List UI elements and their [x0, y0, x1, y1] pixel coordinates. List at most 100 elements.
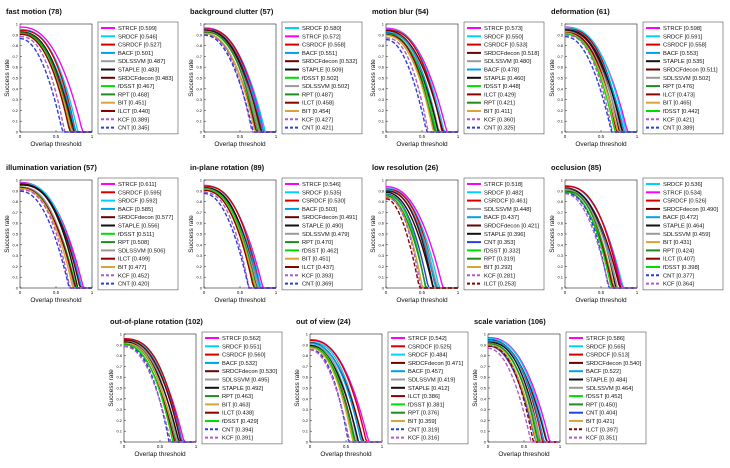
- legend-entry-kcf: KCF [0.452]: [118, 273, 149, 279]
- x-tick-label: 0: [203, 290, 206, 295]
- legend-entry-staple: STAPLE [0.535]: [663, 59, 705, 65]
- legend-entry-csrdcf: CSRDCF [0.560]: [222, 353, 266, 359]
- y-tick-label: 0.1: [378, 119, 384, 124]
- y-axis-label: Success rate: [370, 59, 377, 97]
- y-axis-label: Success rate: [472, 369, 479, 407]
- y-tick-label: 0.2: [116, 418, 122, 423]
- x-tick-label: 0: [385, 134, 388, 139]
- y-tick-label: 0.3: [480, 407, 486, 412]
- series-line-cnt: [310, 349, 382, 443]
- plot-title: out-of-plane rotation (102): [110, 317, 203, 326]
- x-tick-label: 0.5: [237, 290, 244, 295]
- y-tick-label: 0.5: [557, 232, 563, 237]
- legend-entry-cnt: CNT [0.420]: [118, 282, 150, 288]
- legend-entry-sdlssvm: SDLSSVM [0.495]: [222, 378, 269, 384]
- legend-entry-strcf: STRCF [0.586]: [586, 336, 625, 342]
- y-tick-label: 0.7: [557, 54, 563, 59]
- legend-entry-staple: STAPLE [0.484]: [586, 378, 628, 384]
- y-tick-label: 0.2: [12, 108, 18, 113]
- y-tick-label: 1: [561, 22, 564, 27]
- x-axis-label: Overlap threshold: [214, 297, 266, 304]
- x-tick-label: 0.5: [157, 444, 164, 449]
- y-tick-label: 0.2: [302, 418, 308, 423]
- series-line-srdcfdecon: [385, 190, 458, 289]
- legend-entry-srdcfdecon: SRDCFdecon [0.532]: [302, 59, 357, 65]
- success-plot-deformation: deformation (61) 0 0.1 0.2 0.3 0.4 0.5 0.6 0.7 0.…: [549, 7, 724, 148]
- y-tick-label: 0.3: [196, 97, 202, 102]
- plot-axes: [123, 333, 197, 443]
- legend-entry-strcf: STRCF [0.599]: [118, 26, 157, 32]
- legend-entry-strcf: STRCF [0.572]: [302, 34, 341, 40]
- plot-title: deformation (61): [551, 7, 610, 16]
- plot-title: in-plane rotation (89): [190, 163, 265, 172]
- series-line-srdcfdecon: [19, 31, 92, 133]
- legend-entry-bacf: BACF [0.522]: [586, 369, 621, 375]
- y-tick-label: 0.4: [557, 242, 563, 247]
- y-axis-label: Success rate: [294, 369, 301, 407]
- legend-entry-srdcf: SRDCF [0.482]: [484, 190, 524, 196]
- y-tick-label: 0.9: [557, 188, 563, 193]
- legend-entry-staple: STAPLE [0.492]: [222, 386, 264, 392]
- legend-entry-cnt: CNT [0.319]: [408, 427, 440, 433]
- y-tick-label: 0.3: [378, 253, 384, 258]
- legend-entry-cnt: CNT [0.353]: [484, 240, 516, 246]
- x-tick-label: 0: [564, 134, 567, 139]
- success-plot-in-plane-rotation: in-plane rotation (89) 0 0.1 0.2 0.3 0.4 0.5 0.…: [188, 163, 363, 304]
- legend-entry-fdsst: fDSST [0.462]: [302, 248, 339, 254]
- x-axis-label: Overlap threshold: [575, 297, 627, 304]
- y-tick-label: 0.2: [557, 108, 563, 113]
- legend: STRCF [0.518] SRDCF [0.482] CSRDCF [0.461]…: [463, 177, 545, 291]
- series-line-kcf: [204, 34, 276, 133]
- legend-entry-ilct: ILCT [0.407]: [663, 257, 695, 263]
- series-line-cnt: [564, 35, 637, 133]
- legend-entry-fdsst: fDSST [0.429]: [222, 419, 259, 425]
- legend-entry-csrdcf: CSRDCF [0.525]: [408, 344, 452, 350]
- x-tick-label: 1: [457, 134, 460, 139]
- series-line-ilct: [20, 186, 92, 289]
- y-tick-label: 0: [200, 286, 203, 291]
- series-line-srdcfdecon: [487, 339, 560, 443]
- legend-entry-sdlssvm: SDLSSVM [0.479]: [302, 232, 349, 238]
- x-tick-label: 1: [275, 290, 278, 295]
- series-line-srdcf: [565, 26, 637, 133]
- legend-entry-cnt: CNT [0.369]: [302, 282, 334, 288]
- y-tick-label: 0.3: [557, 253, 563, 258]
- legend-entry-srdcfdecon: SRDCFdecon [0.577]: [118, 215, 173, 221]
- y-tick-label: 0.6: [12, 221, 18, 226]
- legend-entry-srdcfdecon: SRDCFdecon [0.530]: [222, 369, 277, 375]
- legend-entry-staple: STAPLE [0.556]: [118, 224, 160, 230]
- series-line-kcf: [564, 34, 637, 133]
- legend-entry-strcf: STRCF [0.534]: [663, 190, 702, 196]
- y-tick-label: 1: [16, 178, 19, 183]
- x-tick-label: 1: [91, 290, 94, 295]
- legend-entry-srdcf: SRDCF [0.535]: [302, 190, 342, 196]
- legend-entry-ilct: ILCT [0.429]: [484, 92, 516, 98]
- legend-entry-ilct: ILCT [0.253]: [484, 282, 516, 288]
- y-tick-label: 1: [382, 178, 385, 183]
- y-tick-label: 0.7: [378, 54, 384, 59]
- y-tick-label: 0.6: [480, 375, 486, 380]
- legend-entry-srdcfdecon: SRDCFdecon [0.518]: [484, 51, 539, 57]
- series-line-bit: [204, 189, 276, 289]
- y-tick-label: 0: [16, 130, 19, 135]
- x-axis-label: Overlap threshold: [134, 451, 186, 458]
- legend-entry-srdcf: SRDCF [0.484]: [408, 353, 448, 359]
- y-tick-label: 0.3: [378, 97, 384, 102]
- y-tick-label: 0.7: [12, 54, 18, 59]
- legend-entry-kcf: KCF [0.427]: [302, 117, 333, 123]
- y-tick-label: 1: [120, 332, 123, 337]
- legend-entry-cnt: CNT [0.377]: [663, 273, 695, 279]
- y-tick-label: 0.2: [12, 264, 18, 269]
- y-tick-label: 1: [382, 22, 385, 27]
- series-line-sdlssvm: [20, 186, 92, 289]
- success-plot-scale-variation: scale variation (106) 0 0.1 0.2 0.3 0.4 0.5 0.6…: [472, 317, 647, 458]
- series-line-fdsst: [565, 33, 637, 133]
- x-tick-label: 0.5: [53, 134, 60, 139]
- legend-entry-bit: BIT [0.431]: [663, 240, 692, 246]
- x-tick-label: 0.5: [419, 290, 426, 295]
- legend-entry-kcf: KCF [0.393]: [302, 273, 333, 279]
- legend-entry-csrdcf: CSRDCF [0.595]: [118, 190, 162, 196]
- legend-entry-srdcfdecon: SRDCFdecon [0.471]: [408, 361, 463, 367]
- series-line-csrdcf: [20, 182, 92, 289]
- y-tick-label: 0.9: [116, 342, 122, 347]
